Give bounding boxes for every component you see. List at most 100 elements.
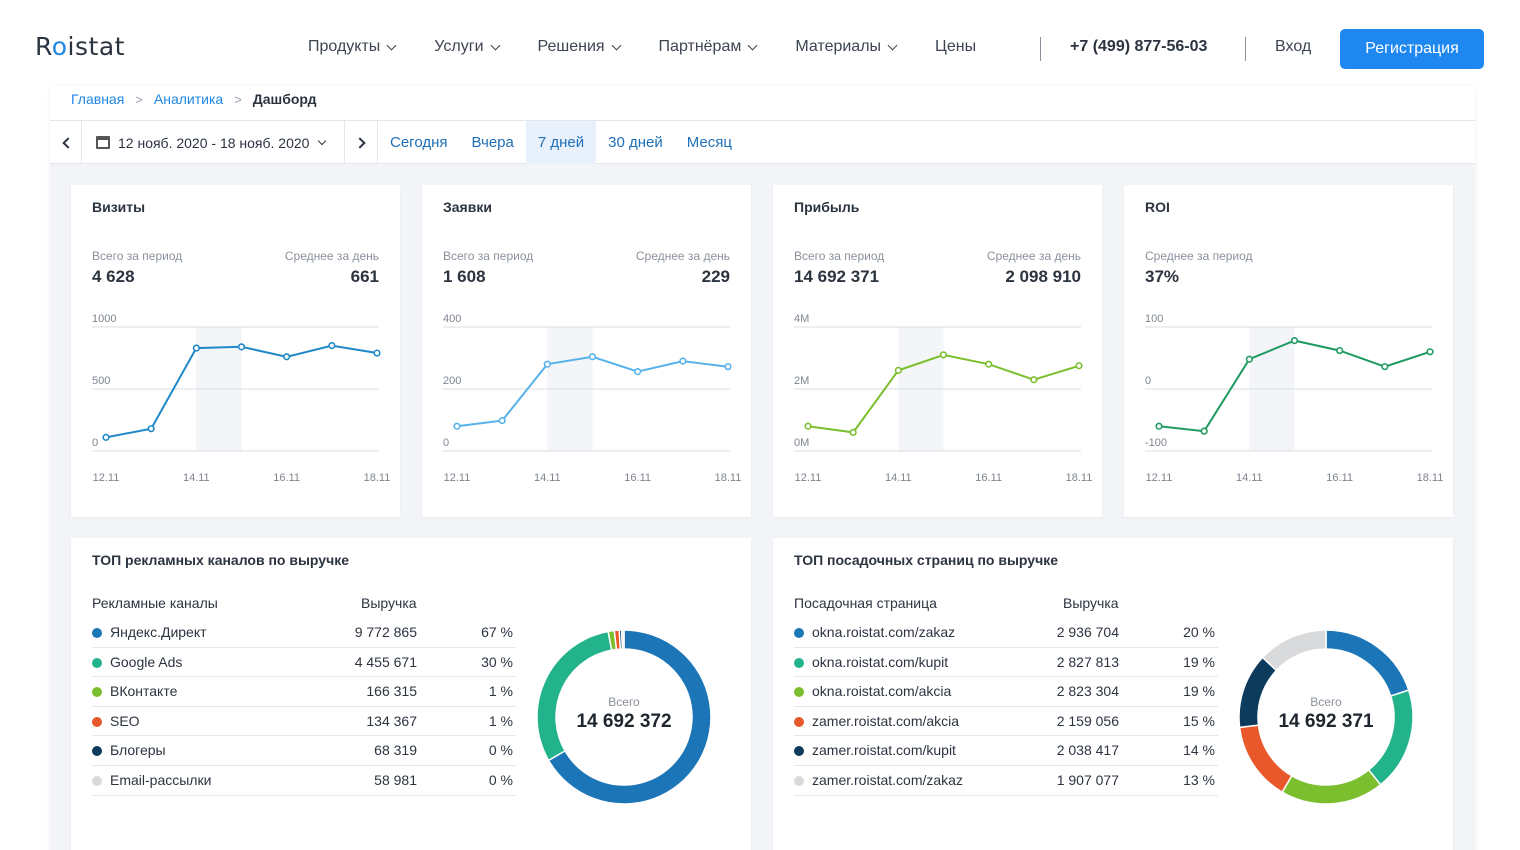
data-point[interactable]: [724, 363, 732, 371]
table-row[interactable]: Google Ads 4 455 671 30 %: [92, 648, 516, 678]
period-tab-1[interactable]: Вчера: [471, 134, 514, 151]
nav-item-3[interactable]: Партнёрам: [659, 38, 758, 56]
period-tab-2[interactable]: 7 дней: [525, 121, 597, 164]
data-point[interactable]: [679, 357, 687, 365]
breadcrumb-home[interactable]: Главная: [71, 91, 125, 107]
row-name: Блогеры: [110, 742, 166, 759]
data-point[interactable]: [498, 417, 506, 425]
donut-slice[interactable]: [1261, 629, 1327, 672]
chevron-down-icon: [611, 40, 621, 50]
data-point[interactable]: [237, 343, 246, 351]
table-row[interactable]: okna.roistat.com/kupit 2 827 813 19 %: [794, 648, 1218, 678]
chevron-right-icon: >: [135, 91, 143, 107]
data-point[interactable]: [453, 422, 461, 430]
table-row[interactable]: Email-рассылки 58 981 0 %: [92, 766, 516, 796]
data-point[interactable]: [283, 353, 291, 361]
kpi-right-value: 2 098 910: [1005, 267, 1081, 286]
period-tab-0[interactable]: Сегодня: [390, 134, 448, 151]
register-button[interactable]: Регистрация: [1340, 29, 1484, 69]
nav-item-0[interactable]: Продукты: [308, 38, 397, 56]
data-point[interactable]: [1336, 346, 1344, 355]
row-name: okna.roistat.com/kupit: [812, 653, 949, 670]
next-period-button[interactable]: [346, 121, 378, 164]
x-tick-label: 12.11: [93, 472, 120, 484]
data-point[interactable]: [985, 360, 993, 368]
data-point[interactable]: [102, 433, 110, 441]
data-point[interactable]: [634, 368, 642, 376]
table-row[interactable]: ВКонтакте 166 315 1 %: [92, 677, 516, 707]
table-row[interactable]: zamer.roistat.com/zakaz 1 907 077 13 %: [794, 766, 1218, 796]
table-row[interactable]: Блогеры 68 319 0 %: [92, 736, 516, 766]
nav-item-4[interactable]: Материалы: [795, 38, 898, 56]
row-value: 68 319: [374, 742, 417, 759]
nav-item-1[interactable]: Услуги: [434, 38, 500, 56]
period-tab-3[interactable]: 30 дней: [608, 134, 663, 151]
row-value: 2 159 056: [1056, 712, 1119, 729]
table-row[interactable]: SEO 134 367 1 %: [92, 707, 516, 737]
data-point[interactable]: [1155, 422, 1163, 430]
table-row[interactable]: zamer.roistat.com/akcia 2 159 056 15 %: [794, 707, 1218, 737]
data-point[interactable]: [1381, 363, 1389, 371]
table-row[interactable]: okna.roistat.com/akcia 2 823 304 19 %: [794, 677, 1218, 707]
data-point[interactable]: [328, 341, 336, 350]
period-tabs: Сегодня Вчера 7 дней 30 дней Месяц: [378, 121, 744, 164]
row-name: Google Ads: [110, 653, 183, 670]
data-point[interactable]: [588, 353, 597, 361]
data-point[interactable]: [1290, 337, 1299, 345]
table-row[interactable]: okna.roistat.com/zakaz 2 936 704 20 %: [794, 618, 1218, 648]
donut-slice[interactable]: [547, 629, 712, 805]
data-point[interactable]: [543, 360, 551, 368]
kpi-card-visits: Визиты Всего за период 4 628 Среднее за ден…: [71, 185, 400, 517]
nav-item-5[interactable]: Цены: [935, 38, 976, 56]
data-point[interactable]: [373, 349, 381, 357]
kpi-title: ROI: [1145, 199, 1170, 215]
row-value: 2 038 417: [1056, 742, 1119, 759]
legend-dot: [794, 657, 804, 668]
donut-slice[interactable]: [1238, 724, 1293, 794]
data-point[interactable]: [894, 366, 902, 375]
data-point[interactable]: [849, 428, 857, 436]
date-range-label: 12 нояб. 2020 - 18 нояб. 2020: [118, 134, 310, 151]
prev-period-button[interactable]: [50, 121, 82, 164]
top-header: Roistat Продукты Услуги Решения Партнёрам Ма…: [0, 0, 1520, 86]
donut-slice[interactable]: [1281, 768, 1382, 805]
row-percent: 19 %: [1183, 653, 1215, 670]
row-value: 1 907 077: [1056, 771, 1119, 788]
x-tick-label: 12.11: [444, 472, 471, 484]
donut-slice[interactable]: [621, 629, 625, 650]
row-percent: 30 %: [481, 653, 513, 670]
table-row[interactable]: zamer.roistat.com/kupit 2 038 417 14 %: [794, 736, 1218, 766]
data-point[interactable]: [1426, 348, 1434, 356]
data-point[interactable]: [147, 425, 155, 433]
data-point[interactable]: [1075, 362, 1083, 370]
login-link[interactable]: Вход: [1275, 38, 1312, 55]
x-tick-label: 12.11: [795, 472, 822, 484]
breadcrumb-analytics[interactable]: Аналитика: [153, 91, 224, 107]
kpi-title: Визиты: [92, 199, 146, 215]
kpi-left-label: Среднее за период: [1145, 249, 1253, 263]
y-tick-label: 1000: [92, 313, 116, 325]
row-percent: 1 %: [488, 683, 513, 700]
x-tick-label: 18.11: [364, 472, 391, 484]
donut-slice[interactable]: [1325, 629, 1410, 697]
nav-item-label: Решения: [537, 38, 605, 55]
data-point[interactable]: [1200, 427, 1208, 435]
date-range-picker[interactable]: 12 нояб. 2020 - 18 нояб. 2020: [83, 121, 345, 164]
table-title: ТОП посадочных страниц по выручке: [794, 552, 1058, 568]
data-point[interactable]: [804, 422, 812, 430]
y-tick-label: 100: [1145, 313, 1163, 325]
y-tick-label: 0M: [794, 437, 809, 449]
period-tab-4[interactable]: Месяц: [686, 134, 732, 151]
x-tick-label: 18.11: [1417, 472, 1444, 484]
calendar-icon: [96, 136, 110, 149]
row-value: 2 936 704: [1056, 624, 1119, 640]
x-tick-label: 18.11: [1066, 472, 1093, 484]
phone-number[interactable]: +7 (499) 877-56-03: [1070, 38, 1208, 55]
data-point[interactable]: [939, 351, 948, 359]
data-point[interactable]: [1245, 355, 1253, 363]
data-point[interactable]: [192, 344, 200, 352]
nav-item-2[interactable]: Решения: [537, 38, 621, 56]
logo[interactable]: Roistat: [35, 32, 125, 61]
table-row[interactable]: Яндекс.Директ 9 772 865 67 %: [92, 618, 516, 648]
data-point[interactable]: [1030, 376, 1038, 384]
